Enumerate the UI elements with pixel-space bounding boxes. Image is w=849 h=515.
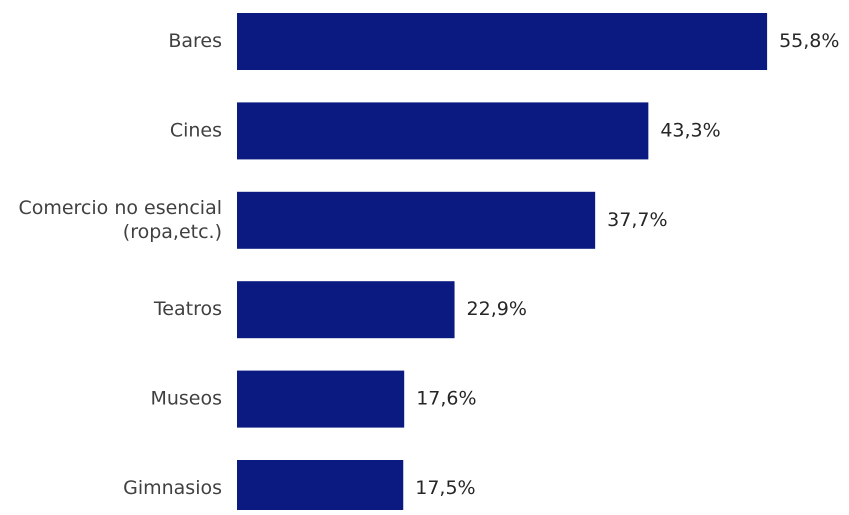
- category-label-line: Museos: [150, 388, 222, 410]
- bar-1: [237, 102, 649, 160]
- value-label-5: 17,5%: [415, 477, 475, 499]
- bar-4: [237, 370, 405, 428]
- category-label-line: Cines: [170, 119, 222, 141]
- bar-0: [237, 13, 768, 70]
- category-label-line: (ropa,etc.): [123, 221, 222, 243]
- value-label-0: 55,8%: [779, 30, 839, 52]
- value-label-4: 17,6%: [416, 388, 476, 410]
- bar-5: [237, 460, 404, 515]
- category-label-5: Gimnasios: [123, 477, 222, 499]
- category-label-line: Teatros: [153, 298, 222, 320]
- value-label-1: 43,3%: [660, 119, 720, 141]
- category-label-1: Cines: [170, 119, 222, 141]
- category-label-line: Gimnasios: [123, 477, 222, 499]
- category-label-2: Comercio no esencial (ropa,etc.): [18, 197, 222, 243]
- category-label-0: Bares: [168, 30, 222, 52]
- value-label-3: 22,9%: [467, 298, 527, 320]
- bar-2: [237, 191, 596, 249]
- category-label-3: Teatros: [153, 298, 222, 320]
- category-label-4: Museos: [150, 388, 222, 410]
- value-label-2: 37,7%: [607, 209, 667, 231]
- category-label-line: Bares: [168, 30, 222, 52]
- bar-3: [237, 281, 455, 339]
- category-label-line: Comercio no esencial: [18, 197, 222, 219]
